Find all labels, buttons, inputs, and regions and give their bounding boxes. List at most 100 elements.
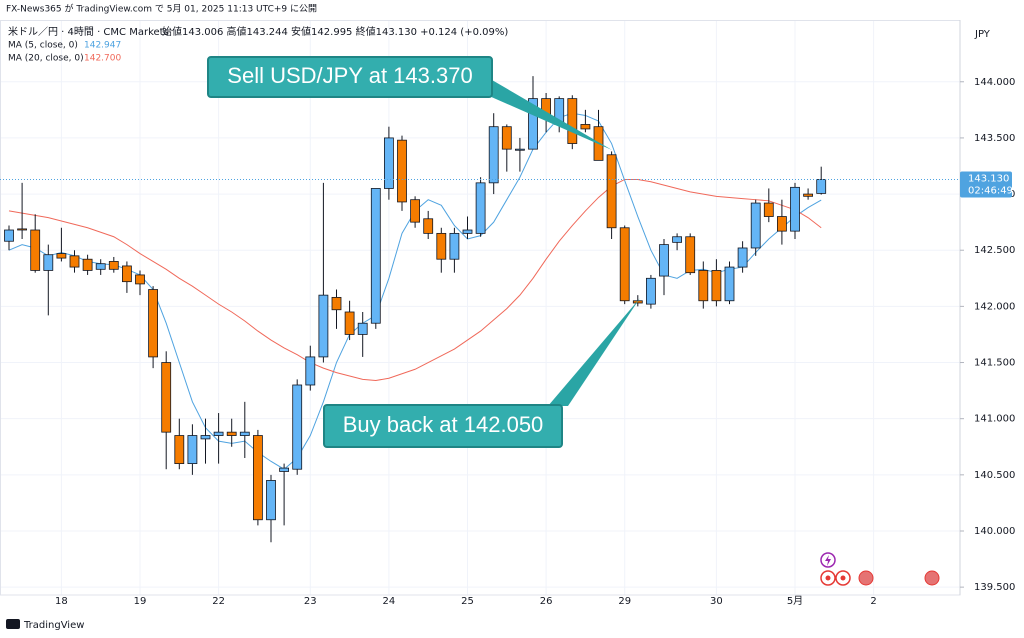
- legend-value: 142.700: [84, 54, 121, 64]
- candle-body: [397, 139, 407, 203]
- plot: [4, 76, 827, 543]
- published-note: FX-News365 が TradingView.com で 5月 01, 20…: [6, 3, 317, 15]
- candle-body: [292, 384, 303, 470]
- candle-body: [383, 137, 394, 189]
- sell-arrow: [480, 80, 612, 150]
- candle-body: [803, 193, 813, 197]
- candle-body: [174, 435, 185, 465]
- logo: [6, 619, 20, 629]
- y-tick-label: 141.000: [974, 414, 1015, 425]
- candle-body: [475, 182, 486, 234]
- candle-body: [436, 232, 447, 260]
- y-tick-label: 142.000: [974, 301, 1015, 312]
- legend-label: MA (5, close, 0): [8, 41, 78, 51]
- x-tick-label: 18: [55, 596, 68, 607]
- ma-line: [8, 178, 822, 382]
- candle-body: [226, 431, 237, 436]
- candle-body: [370, 188, 381, 324]
- countdown: 02:46:49: [968, 185, 1013, 196]
- candle-body: [252, 435, 263, 521]
- candle-body: [685, 236, 696, 274]
- x-tick-label: 26: [540, 596, 553, 607]
- candle-body: [659, 244, 669, 277]
- sell-box: [207, 56, 493, 98]
- candle-body: [305, 356, 316, 386]
- candle-body: [488, 126, 499, 184]
- candle-body: [580, 124, 591, 130]
- candle-body: [698, 270, 709, 302]
- candle-body: [279, 467, 290, 472]
- buy-arrow: [548, 298, 640, 406]
- candle-body: [449, 232, 460, 260]
- buy-box: [323, 404, 563, 448]
- candle-body: [161, 362, 172, 433]
- event-icon-bolt: [825, 555, 831, 566]
- buy-annotation: Buy back at 142.050: [343, 412, 544, 437]
- y-tick-label: 139.500: [974, 582, 1015, 593]
- candle-body: [763, 202, 774, 217]
- candle-body: [69, 255, 80, 268]
- candle-body: [200, 435, 211, 440]
- candle-body: [135, 274, 145, 285]
- event-flag[interactable]: [924, 570, 940, 586]
- candle-body: [17, 228, 28, 231]
- candle-body: [790, 186, 800, 232]
- symbol: 米ドル／円 · 4時間 · CMC Markets: [8, 25, 169, 38]
- candle-body: [528, 98, 538, 150]
- y-tick-label: 140.000: [974, 526, 1015, 537]
- candle-body: [777, 216, 787, 232]
- y-tick-label: 141.500: [974, 358, 1015, 369]
- candle-body: [95, 263, 106, 270]
- y-tick-label: 144.000: [974, 77, 1015, 88]
- candle-body: [344, 311, 355, 335]
- candle-body: [515, 148, 525, 151]
- ohlc: 始値143.006 高値143.244 安値142.995 終値143.130 …: [162, 25, 508, 38]
- candle-body: [56, 253, 67, 259]
- candle-body: [108, 261, 119, 270]
- y-tick-label: 143.500: [974, 133, 1015, 144]
- candle-body: [672, 236, 682, 243]
- x-tick-label: 22: [212, 596, 225, 607]
- footer-brand: TradingView: [23, 620, 84, 631]
- price-tag-label: 143.130: [968, 173, 1009, 184]
- x-tick-label: 25: [461, 596, 474, 607]
- candle-body: [606, 154, 617, 229]
- candle-body: [30, 229, 41, 271]
- candle-body: [213, 431, 224, 436]
- candle-body: [266, 480, 276, 521]
- candle-body: [619, 227, 630, 302]
- candle-body: [331, 296, 342, 311]
- candle-body: [318, 294, 329, 358]
- x-tick-label: 30: [710, 596, 723, 607]
- candle-body: [357, 322, 368, 335]
- event-dot: [825, 575, 831, 581]
- legend-value: 142.947: [84, 41, 121, 51]
- candle-body: [4, 229, 14, 242]
- event-dot: [840, 575, 846, 581]
- x-tick-label: 5月: [787, 595, 803, 607]
- candle-body: [410, 199, 421, 223]
- x-tick-label: 23: [304, 596, 317, 607]
- sell-annotation: Sell USD/JPY at 143.370: [227, 63, 472, 88]
- candle-body: [737, 247, 748, 268]
- event-flag[interactable]: [858, 570, 874, 586]
- candle-body: [423, 218, 434, 234]
- candle-body: [750, 202, 761, 249]
- price-tag: [960, 171, 1012, 198]
- candle-body: [462, 229, 473, 234]
- x-tick-label: 24: [383, 596, 396, 607]
- currency: JPY: [974, 29, 991, 40]
- candle-body: [148, 289, 159, 358]
- candle-body: [239, 431, 250, 436]
- candle-body: [816, 179, 827, 194]
- y-tick-label: 142.500: [974, 245, 1015, 256]
- candle-body: [567, 98, 578, 144]
- x-tick-label: 2: [870, 596, 876, 607]
- candle-body: [122, 265, 132, 283]
- x-tick-label: 19: [134, 596, 147, 607]
- candle-body: [82, 258, 93, 271]
- x-tick-label: 29: [618, 596, 631, 607]
- y-tick-label: 140.500: [974, 470, 1015, 481]
